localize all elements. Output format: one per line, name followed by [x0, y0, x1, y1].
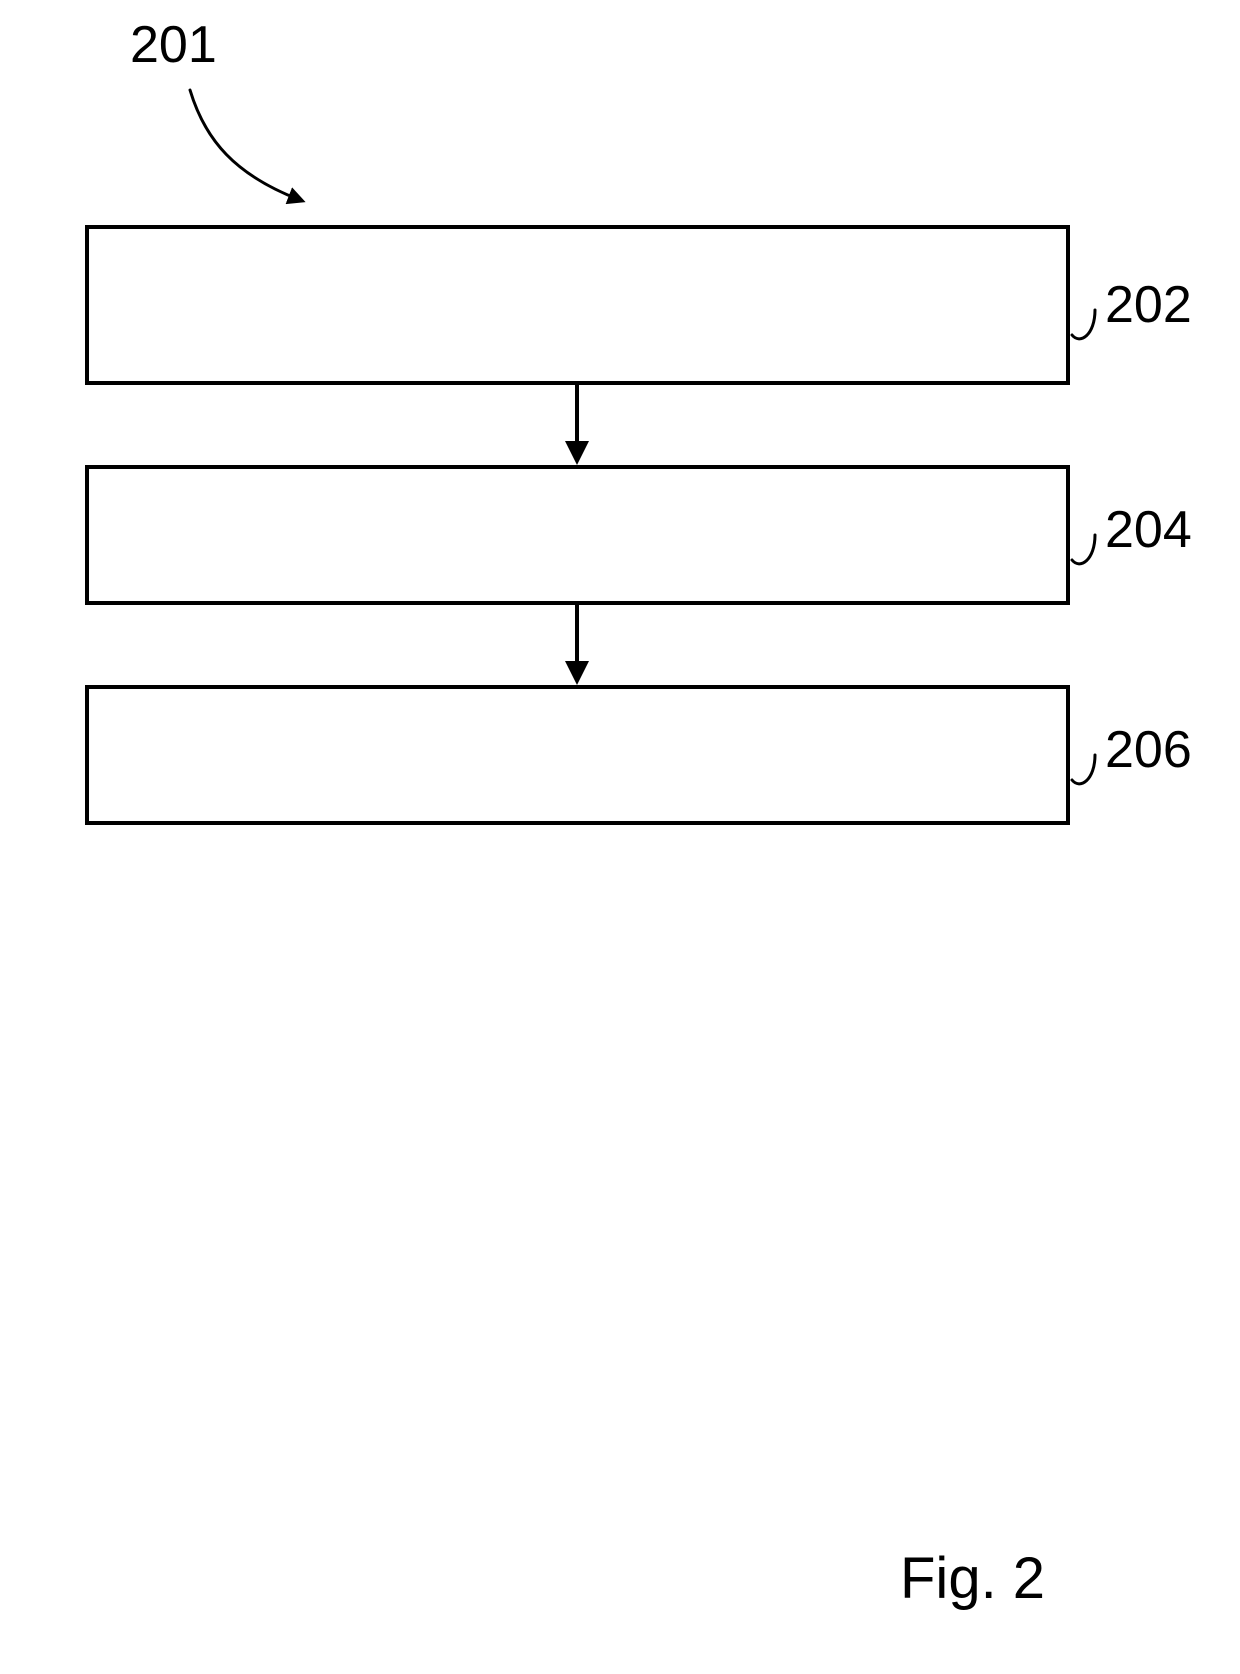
refnum-201: 201	[130, 15, 217, 75]
callout-202	[1072, 310, 1095, 339]
refnum-204: 204	[1105, 500, 1192, 560]
callout-201	[190, 90, 300, 200]
callout-206	[1072, 755, 1095, 784]
flow-box-204	[85, 465, 1070, 605]
diagram-canvas: 201 202 204 206 Fig. 2	[0, 0, 1240, 1674]
figure-label: Fig. 2	[900, 1545, 1045, 1612]
refnum-206: 206	[1105, 720, 1192, 780]
flow-box-206	[85, 685, 1070, 825]
callout-204	[1072, 535, 1095, 564]
refnum-202: 202	[1105, 275, 1192, 335]
flow-box-202	[85, 225, 1070, 385]
